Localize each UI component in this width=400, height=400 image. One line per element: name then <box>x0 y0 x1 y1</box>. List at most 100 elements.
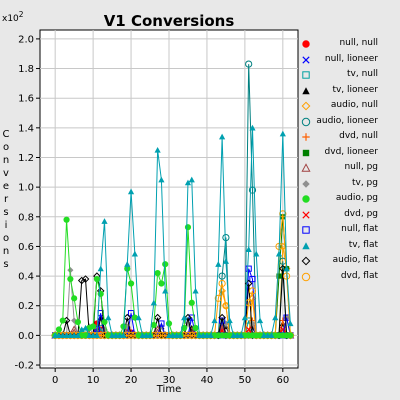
data-point <box>287 332 294 339</box>
x-tick-label: 10 <box>87 375 100 386</box>
legend-entry: dvd, pg <box>300 207 400 223</box>
data-point <box>184 320 192 327</box>
data-point <box>245 246 252 253</box>
data-point <box>127 331 135 339</box>
data-point <box>272 314 279 321</box>
series-tv-flat <box>52 124 294 338</box>
open-circle-marker-icon <box>301 117 311 126</box>
y-axis-label-letter: e <box>2 181 10 192</box>
legend-label: audio, flat <box>332 255 378 265</box>
x-tick-label: 40 <box>201 375 214 386</box>
data-point <box>276 273 282 279</box>
data-point <box>222 258 230 264</box>
data-point <box>302 133 310 141</box>
legend-entry: audio, flat <box>300 253 400 269</box>
data-point <box>81 275 90 283</box>
legend-entry: audio, pg <box>300 191 400 207</box>
data-point <box>162 287 169 294</box>
open-square-marker-icon <box>302 226 310 234</box>
data-point <box>301 163 311 172</box>
open-circle-marker-icon <box>301 272 311 281</box>
legend-label: dvd, pg <box>344 208 378 219</box>
x-marker-icon <box>302 210 310 219</box>
data-point <box>82 324 89 331</box>
x-tick-label: 60 <box>276 375 289 386</box>
legend-entry: tv, null <box>300 67 400 83</box>
data-point <box>302 210 310 219</box>
filled-circle-marker-icon <box>302 195 310 203</box>
data-point <box>184 331 192 339</box>
data-point <box>249 275 256 283</box>
data-point <box>150 321 157 329</box>
y-axis-label-letter: i <box>4 220 8 231</box>
data-point <box>101 326 108 333</box>
data-point <box>301 256 311 266</box>
data-point <box>59 317 66 324</box>
legend-label: audio, pg <box>335 193 378 203</box>
data-point <box>181 314 188 321</box>
data-point <box>301 101 311 111</box>
data-point <box>245 265 252 272</box>
data-point <box>192 287 199 294</box>
data-point <box>127 280 135 287</box>
filled-triangle-marker-icon <box>302 86 310 94</box>
legend-label: tv, lioneer <box>332 84 378 95</box>
data-point <box>120 332 127 338</box>
data-point <box>302 55 310 64</box>
legend-label: tv, pg <box>351 177 378 188</box>
data-point <box>162 261 169 268</box>
data-point <box>245 326 252 333</box>
data-point <box>287 320 294 327</box>
data-point <box>226 317 233 324</box>
data-point <box>101 318 108 326</box>
x-tick-label: 30 <box>163 375 176 386</box>
legend-entry: null, flat <box>300 222 400 238</box>
y-multiplier-exponent: 2 <box>18 10 24 19</box>
data-point <box>218 272 226 280</box>
y-tick-label: 1.6 <box>18 94 34 105</box>
data-point <box>214 294 222 302</box>
data-point <box>302 179 310 188</box>
y-tick-label: 0.6 <box>18 242 34 253</box>
open-diamond-marker-icon <box>301 256 311 266</box>
data-point <box>154 331 162 339</box>
legend-entry: tv, flat <box>300 238 400 254</box>
y-tick-label: 0.8 <box>18 212 34 223</box>
data-point <box>146 332 154 338</box>
y-multiplier-base: x10 <box>2 14 19 24</box>
data-point <box>71 295 78 302</box>
data-point <box>67 275 74 283</box>
data-point <box>184 313 192 322</box>
legend-entry: dvd, flat <box>300 269 400 285</box>
data-point <box>302 149 310 156</box>
legend-entry: dvd, null <box>300 129 400 145</box>
y-tick-label: 1.2 <box>18 153 34 164</box>
data-point <box>177 332 184 338</box>
y-axis-label-letter: s <box>3 259 9 270</box>
legend-entry: null, pg <box>300 160 400 176</box>
data-point <box>218 313 226 322</box>
legend-label: tv, flat <box>348 239 378 250</box>
series-group <box>51 60 295 340</box>
data-point <box>283 265 290 272</box>
data-point <box>302 195 310 203</box>
data-point <box>302 226 310 234</box>
data-point <box>211 317 218 324</box>
data-point <box>74 332 82 338</box>
data-point <box>165 320 173 327</box>
data-point <box>93 275 101 283</box>
data-point <box>74 318 82 326</box>
data-point <box>158 176 165 183</box>
data-point <box>253 250 260 257</box>
data-point <box>302 241 310 249</box>
open-diamond-marker-icon <box>301 101 311 111</box>
y-tick-label: 1.4 <box>18 123 34 134</box>
legend-label: dvd, flat <box>340 270 378 281</box>
data-point <box>215 261 222 267</box>
data-point <box>188 299 195 306</box>
legend-entry: tv, lioneer <box>300 83 400 99</box>
legend-label: tv, null <box>347 69 378 79</box>
grid-lines <box>40 30 298 368</box>
x-marker-icon <box>302 55 310 64</box>
